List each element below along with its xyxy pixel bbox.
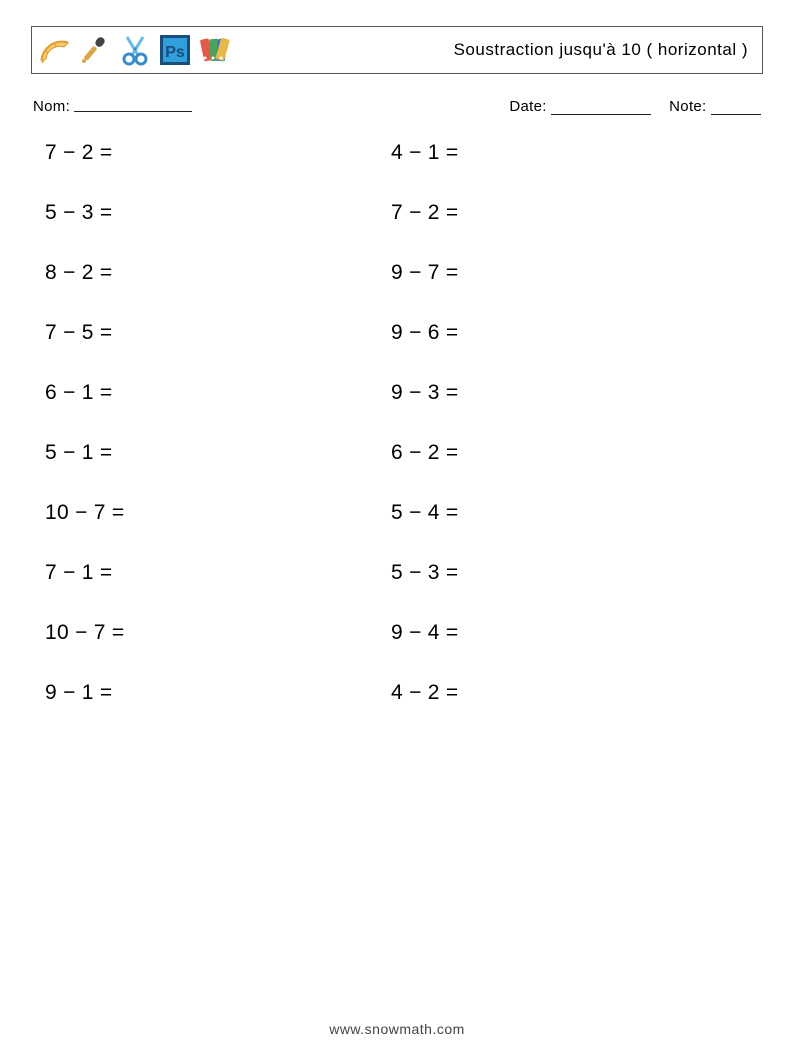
equation: 8 − 2 = <box>45 259 391 287</box>
equation: 7 − 2 = <box>391 199 737 227</box>
worksheet-header: Ps Soustraction jusqu'à 10 ( horizontal … <box>31 26 763 74</box>
equation: 6 − 2 = <box>391 439 737 467</box>
equation: 7 − 5 = <box>45 319 391 347</box>
worksheet-title: Soustraction jusqu'à 10 ( horizontal ) <box>454 40 748 60</box>
equation: 5 − 1 = <box>45 439 391 467</box>
equation: 4 − 2 = <box>391 679 737 707</box>
swatches-icon <box>198 33 232 67</box>
equation: 4 − 1 = <box>391 139 737 167</box>
equation: 7 − 2 = <box>45 139 391 167</box>
note-label: Note: <box>669 98 706 115</box>
equation: 6 − 1 = <box>45 379 391 407</box>
eyedropper-icon <box>78 33 112 67</box>
equation: 7 − 1 = <box>45 559 391 587</box>
problems-col-2: 4 − 1 = 7 − 2 = 9 − 7 = 9 − 6 = 9 − 3 = 6 − 2… <box>391 139 737 707</box>
svg-text:Ps: Ps <box>165 44 185 61</box>
name-label: Nom: <box>33 98 70 115</box>
photoshop-icon: Ps <box>158 33 192 67</box>
problems-col-1: 7 − 2 = 5 − 3 = 8 − 2 = 7 − 5 = 6 − 1 = 5 − 1… <box>45 139 391 707</box>
footer-url: www.snowmath.com <box>0 1021 794 1037</box>
tool-icon-row: Ps <box>38 33 232 67</box>
equation: 10 − 7 = <box>45 619 391 647</box>
equation: 9 − 7 = <box>391 259 737 287</box>
equation: 9 − 4 = <box>391 619 737 647</box>
date-blank <box>551 101 651 115</box>
note-blank <box>711 101 761 115</box>
equation: 5 − 3 = <box>391 559 737 587</box>
equation: 9 − 3 = <box>391 379 737 407</box>
equation: 5 − 4 = <box>391 499 737 527</box>
equation: 9 − 1 = <box>45 679 391 707</box>
equation: 9 − 6 = <box>391 319 737 347</box>
scissors-icon <box>118 33 152 67</box>
name-blank <box>74 98 192 112</box>
date-label: Date: <box>509 98 546 115</box>
equation: 10 − 7 = <box>45 499 391 527</box>
protractor-icon <box>38 33 72 67</box>
info-row: Nom: Date: Note: <box>31 98 763 115</box>
equation: 5 − 3 = <box>45 199 391 227</box>
problems-grid: 7 − 2 =5 − 3 =8 − 2 =7 − 5 =6 − 1 =5 − 1… <box>31 139 763 707</box>
